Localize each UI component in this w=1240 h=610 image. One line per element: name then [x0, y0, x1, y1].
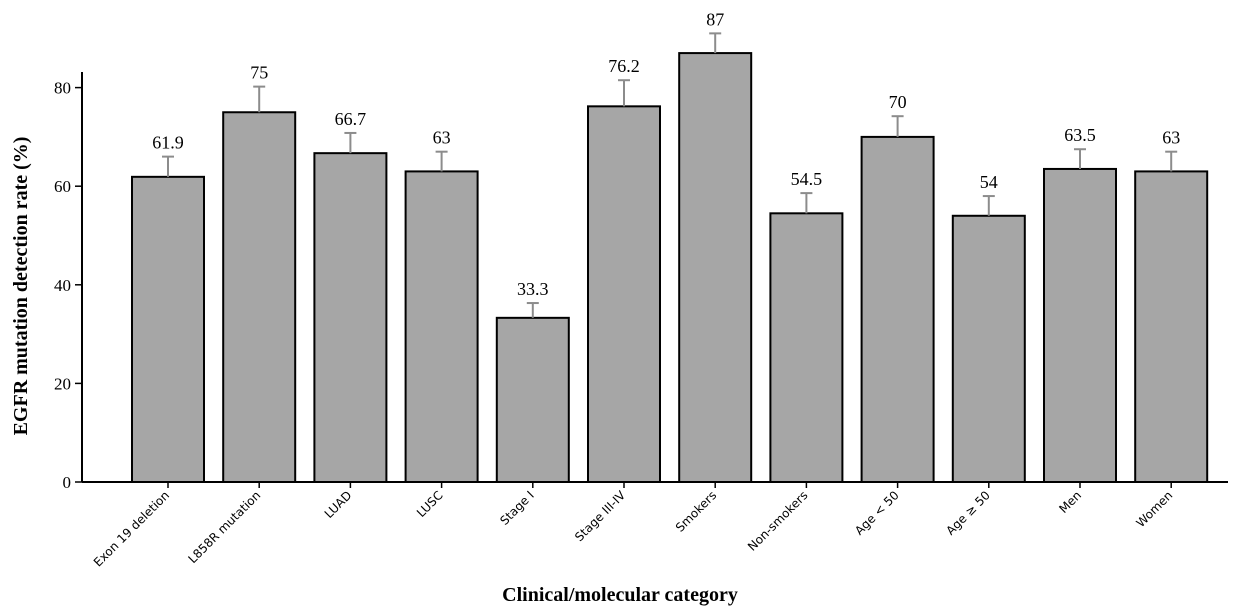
x-tick-label: Age ≥ 50 [943, 488, 993, 538]
data-label: 61.9 [152, 133, 184, 153]
error-bar [435, 150, 448, 172]
bars-layer [131, 52, 1209, 484]
x-tick-label: Exon 19 deletion [91, 488, 172, 569]
y-tick-label: 80 [54, 79, 71, 98]
error-bar [982, 195, 995, 216]
x-axis-title: Clinical/molecular category [502, 584, 738, 606]
bar [1043, 167, 1117, 483]
error-bar [709, 32, 722, 54]
data-labels-layer: 61.9 75 66.7 63 33.3 76.2 87 54.5 70 54 63.5 63 [152, 9, 1180, 299]
error-bar [526, 302, 539, 318]
bar [313, 152, 388, 483]
y-axis: 0 20 40 60 80 [54, 72, 83, 492]
x-tick-label: LUSC [414, 488, 446, 520]
x-axis: Exon 19 deletion L858R mutation LUAD LUSC St… [82, 481, 1228, 569]
bar [131, 175, 205, 483]
x-tick-label: Non-smokers [745, 488, 811, 554]
x-tick-label: Age < 50 [852, 488, 902, 538]
bar [678, 52, 753, 484]
error-bar [1165, 150, 1178, 172]
bar [769, 212, 844, 483]
data-label: 87 [706, 9, 724, 29]
x-tick-label: Men [1056, 488, 1084, 516]
bar [222, 111, 297, 483]
y-tick-label: 60 [54, 177, 71, 196]
x-tick-label: Women [1133, 488, 1175, 530]
error-bars-layer [162, 32, 1178, 318]
x-tick-label: Stage I [497, 488, 537, 528]
x-tick-label: L858R mutation [185, 488, 263, 566]
error-bar [344, 131, 357, 154]
data-label: 66.7 [335, 109, 367, 129]
error-bar [618, 79, 630, 107]
error-bar [162, 155, 174, 177]
bar [404, 170, 479, 483]
x-tick-label: Stage III-IV [572, 488, 629, 545]
y-tick-label: 0 [63, 473, 72, 492]
data-label: 63.5 [1064, 125, 1096, 145]
bar [951, 214, 1026, 483]
x-tick-label: Smokers [673, 488, 719, 534]
error-bar [800, 192, 813, 214]
data-label: 54 [980, 172, 998, 192]
y-tick-label: 20 [54, 374, 71, 393]
error-bar [891, 115, 904, 137]
data-label: 76.2 [608, 56, 640, 76]
data-label: 33.3 [517, 279, 549, 299]
data-label: 75 [250, 63, 268, 83]
x-tick-label: LUAD [322, 488, 355, 521]
bar [587, 105, 661, 483]
error-bar [253, 85, 266, 113]
y-tick-label: 40 [54, 276, 71, 295]
error-bar [1074, 148, 1086, 169]
y-axis-title: EGFR mutation detection rate (%) [10, 137, 32, 436]
bar [495, 316, 570, 483]
bar [1134, 170, 1209, 483]
data-label: 63 [433, 128, 451, 148]
bar [860, 135, 935, 483]
data-label: 70 [889, 92, 907, 112]
data-label: 63 [1162, 128, 1180, 148]
data-label: 54.5 [791, 169, 823, 189]
